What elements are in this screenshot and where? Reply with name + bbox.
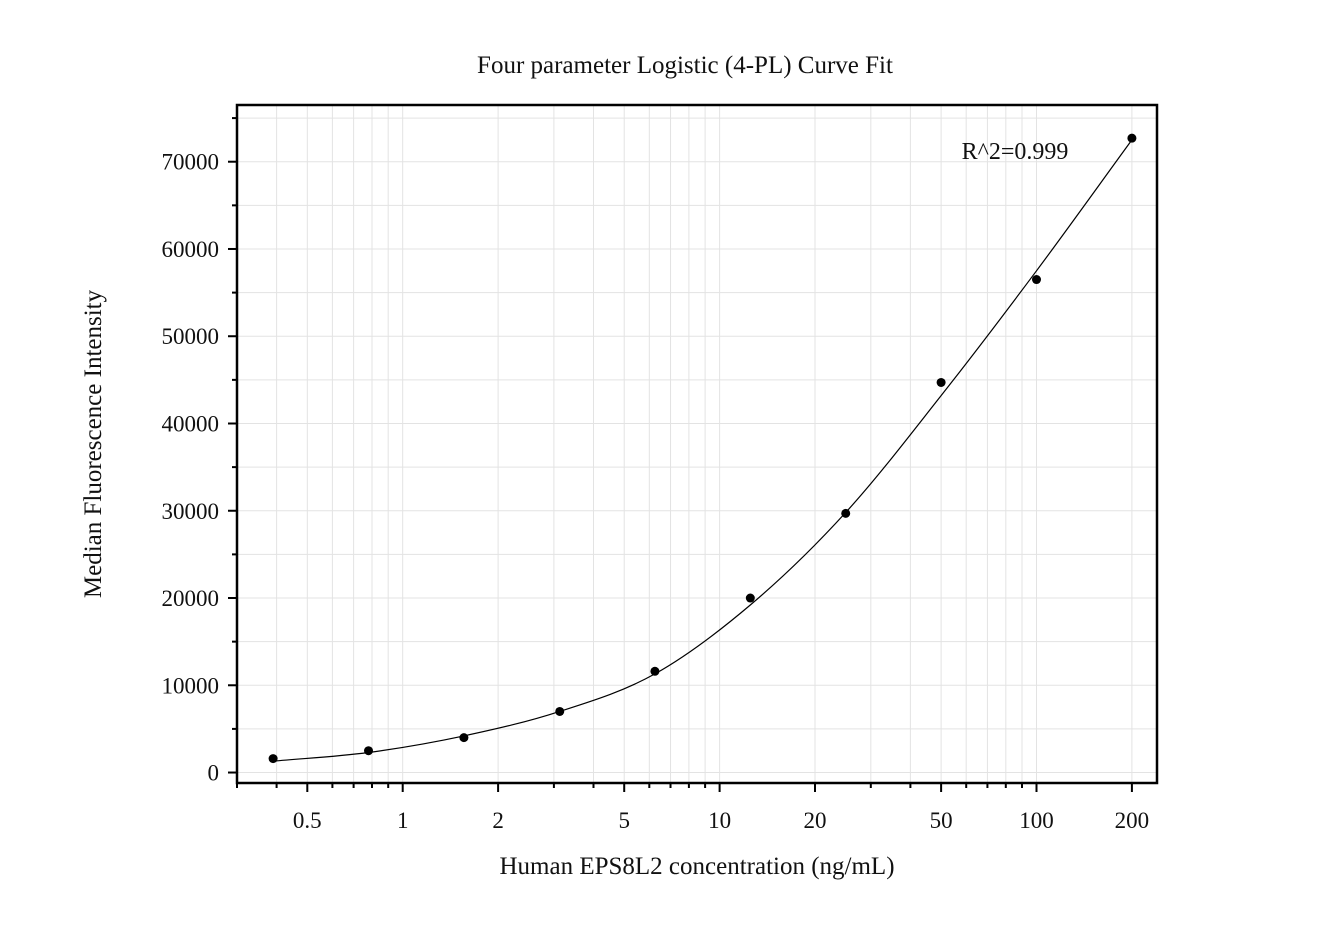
x-axis-label: Human EPS8L2 concentration (ng/mL) bbox=[499, 853, 894, 880]
fit-curve-layer bbox=[273, 139, 1133, 762]
x-tick-label: 1 bbox=[397, 808, 409, 833]
y-tick-label: 20000 bbox=[162, 586, 220, 611]
data-point bbox=[364, 746, 374, 756]
y-tick-label: 50000 bbox=[162, 324, 220, 349]
data-point bbox=[841, 508, 851, 518]
x-tick-label: 10 bbox=[708, 808, 731, 833]
x-tick-label: 0.5 bbox=[293, 808, 322, 833]
data-point bbox=[745, 593, 755, 603]
data-point bbox=[1127, 133, 1137, 143]
data-points bbox=[268, 133, 1137, 764]
x-tick-label: 100 bbox=[1019, 808, 1054, 833]
grid bbox=[236, 105, 1157, 783]
y-tick-label: 10000 bbox=[162, 673, 220, 698]
y-tick-label: 0 bbox=[208, 761, 220, 786]
y-tick-label: 30000 bbox=[162, 499, 220, 524]
chart-title: Four parameter Logistic (4-PL) Curve Fit bbox=[477, 52, 893, 79]
x-tick-label: 2 bbox=[492, 808, 504, 833]
data-point bbox=[459, 733, 469, 743]
x-tick-label: 50 bbox=[930, 808, 953, 833]
fit-curve bbox=[273, 139, 1133, 762]
data-point bbox=[1032, 275, 1042, 285]
plot-frame bbox=[235, 103, 1159, 785]
data-point bbox=[936, 377, 946, 387]
y-tick-label: 40000 bbox=[162, 411, 220, 436]
y-tick-label: 60000 bbox=[162, 237, 220, 262]
x-tick-label: 5 bbox=[618, 808, 630, 833]
data-point bbox=[555, 706, 565, 716]
x-tick-labels: 0.5 1 2 5 10 20 50 100 200 bbox=[293, 808, 1149, 833]
axis-ticks bbox=[228, 117, 1133, 792]
x-tick-label: 200 bbox=[1115, 808, 1150, 833]
y-tick-label: 70000 bbox=[162, 150, 220, 175]
data-point bbox=[650, 666, 660, 676]
x-tick-label: 20 bbox=[804, 808, 827, 833]
y-axis-label: Median Fluorescence Intensity bbox=[80, 289, 107, 598]
data-point bbox=[268, 754, 278, 764]
r-squared-annotation: R^2=0.999 bbox=[962, 139, 1069, 165]
y-tick-labels: 0 10000 20000 30000 40000 50000 60000 70000 bbox=[162, 150, 220, 786]
